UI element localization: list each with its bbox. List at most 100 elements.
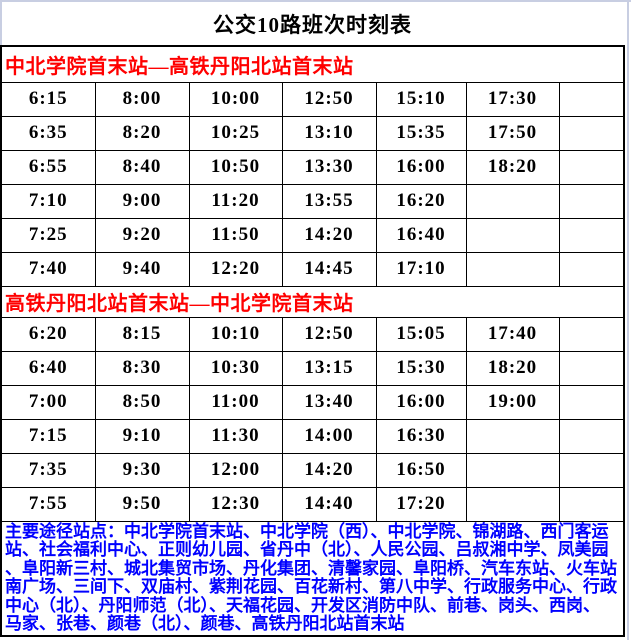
empty-cell (465, 183, 560, 219)
page-edge-left (0, 0, 2, 45)
time-cell: 9:30 (94, 452, 190, 488)
time-cell: 14:00 (281, 418, 377, 454)
stops-line: 站、社会福利中心、正则幼儿园、省丹中（北）、人民公园、吕叔湘中学、凤美园 (5, 540, 609, 559)
time-cell: 18:20 (465, 350, 560, 386)
time-cell: 13:10 (281, 115, 377, 151)
time-cell: 7:40 (0, 251, 96, 287)
section-2-header-row: 高铁丹阳北站首末站—中北学院首末站 (0, 285, 625, 318)
time-cell: 9:50 (94, 486, 190, 522)
time-cell: 13:15 (281, 350, 377, 386)
time-cell: 6:40 (0, 350, 96, 386)
time-cell: 17:40 (465, 316, 560, 352)
time-cell: 12:30 (188, 486, 283, 522)
route-stops-text: 主要途径站点：中北学院首末站、中北学院（西）、中北学院、锦湖路、西门客运 站、社… (0, 520, 625, 636)
time-cell: 13:55 (281, 183, 377, 219)
time-cell: 17:10 (375, 251, 467, 287)
empty-cell (558, 486, 625, 522)
time-cell: 10:00 (188, 81, 283, 117)
section-2-header: 高铁丹阳北站首末站—中北学院首末站 (0, 285, 625, 318)
route-stops-row: 主要途径站点：中北学院首末站、中北学院（西）、中北学院、锦湖路、西门客运 站、社… (0, 520, 625, 636)
time-cell: 17:20 (375, 486, 467, 522)
time-cell: 7:55 (0, 486, 96, 522)
page-edge-right (627, 0, 629, 640)
empty-cell (465, 486, 560, 522)
time-cell: 7:35 (0, 452, 96, 488)
time-cell: 17:30 (465, 81, 560, 117)
empty-cell (465, 217, 560, 253)
time-cell: 16:00 (375, 384, 467, 420)
time-cell: 13:30 (281, 149, 377, 185)
timetable-row: 7:15 9:10 11:30 14:00 16:30 (0, 418, 625, 454)
time-cell: 9:10 (94, 418, 190, 454)
time-cell: 13:40 (281, 384, 377, 420)
time-cell: 11:20 (188, 183, 283, 219)
empty-cell (558, 251, 625, 287)
time-cell: 8:40 (94, 149, 190, 185)
timetable-row: 7:40 9:40 12:20 14:45 17:10 (0, 251, 625, 287)
time-cell: 11:30 (188, 418, 283, 454)
time-cell: 14:40 (281, 486, 377, 522)
time-cell: 9:20 (94, 217, 190, 253)
time-cell: 7:00 (0, 384, 96, 420)
time-cell: 16:50 (375, 452, 467, 488)
time-cell: 6:35 (0, 115, 96, 151)
time-cell: 11:00 (188, 384, 283, 420)
timetable-row: 7:25 9:20 11:50 14:20 16:40 (0, 217, 625, 253)
time-cell: 7:25 (0, 217, 96, 253)
section-1-header-row: 中北学院首末站—高铁丹阳北站首末站 (0, 45, 625, 83)
time-cell: 14:45 (281, 251, 377, 287)
time-cell: 6:20 (0, 316, 96, 352)
empty-cell (558, 316, 625, 352)
time-cell: 19:00 (465, 384, 560, 420)
timetable-row: 6:20 8:15 10:10 12:50 15:05 17:40 (0, 316, 625, 352)
time-cell: 12:50 (281, 316, 377, 352)
time-cell: 16:00 (375, 149, 467, 185)
timetable-row: 7:00 8:50 11:00 13:40 16:00 19:00 (0, 384, 625, 420)
timetable-row: 6:15 8:00 10:00 12:50 15:10 17:30 (0, 81, 625, 117)
time-cell: 9:40 (94, 251, 190, 287)
empty-cell (465, 418, 560, 454)
empty-cell (558, 418, 625, 454)
time-cell: 16:40 (375, 217, 467, 253)
timetable-row: 6:40 8:30 10:30 13:15 15:30 18:20 (0, 350, 625, 386)
empty-cell (558, 183, 625, 219)
timetable-row: 7:55 9:50 12:30 14:40 17:20 (0, 486, 625, 522)
timetable-row: 6:35 8:20 10:25 13:10 15:35 17:50 (0, 115, 625, 151)
empty-cell (558, 217, 625, 253)
stops-line: 南广场、三间下、双庙村、紫荆花园、百花新村、第八中学、行政服务中心、行政 (5, 577, 617, 596)
time-cell: 14:20 (281, 452, 377, 488)
empty-cell (558, 149, 625, 185)
time-cell: 10:30 (188, 350, 283, 386)
timetable-row: 7:10 9:00 11:20 13:55 16:20 (0, 183, 625, 219)
empty-cell (465, 251, 560, 287)
time-cell: 11:50 (188, 217, 283, 253)
time-cell: 10:10 (188, 316, 283, 352)
timetable-row: 7:35 9:30 12:00 14:20 16:50 (0, 452, 625, 488)
empty-cell (558, 115, 625, 151)
time-cell: 12:00 (188, 452, 283, 488)
time-cell: 6:15 (0, 81, 96, 117)
time-cell: 8:15 (94, 316, 190, 352)
time-cell: 10:25 (188, 115, 283, 151)
time-cell: 18:20 (465, 149, 560, 185)
time-cell: 7:15 (0, 418, 96, 454)
time-cell: 16:30 (375, 418, 467, 454)
time-cell: 12:50 (281, 81, 377, 117)
empty-cell (558, 81, 625, 117)
page-title: 公交10路班次时刻表 (213, 12, 412, 37)
time-cell: 8:50 (94, 384, 190, 420)
empty-cell (558, 452, 625, 488)
timetable: 中北学院首末站—高铁丹阳北站首末站 6:15 8:00 10:00 12:50 … (0, 45, 625, 637)
time-cell: 7:10 (0, 183, 96, 219)
time-cell: 15:30 (375, 350, 467, 386)
time-cell: 10:50 (188, 149, 283, 185)
time-cell: 12:20 (188, 251, 283, 287)
time-cell: 6:55 (0, 149, 96, 185)
stops-line: 、阜阳新三村、城北集贸市场、丹化集团、清馨家园、阜阳桥、汽车东站、火车站 (5, 558, 617, 578)
time-cell: 15:05 (375, 316, 467, 352)
timetable-row: 6:55 8:40 10:50 13:30 16:00 18:20 (0, 149, 625, 185)
empty-cell (558, 384, 625, 420)
section-1-header: 中北学院首末站—高铁丹阳北站首末站 (0, 45, 625, 83)
time-cell: 15:10 (375, 81, 467, 117)
